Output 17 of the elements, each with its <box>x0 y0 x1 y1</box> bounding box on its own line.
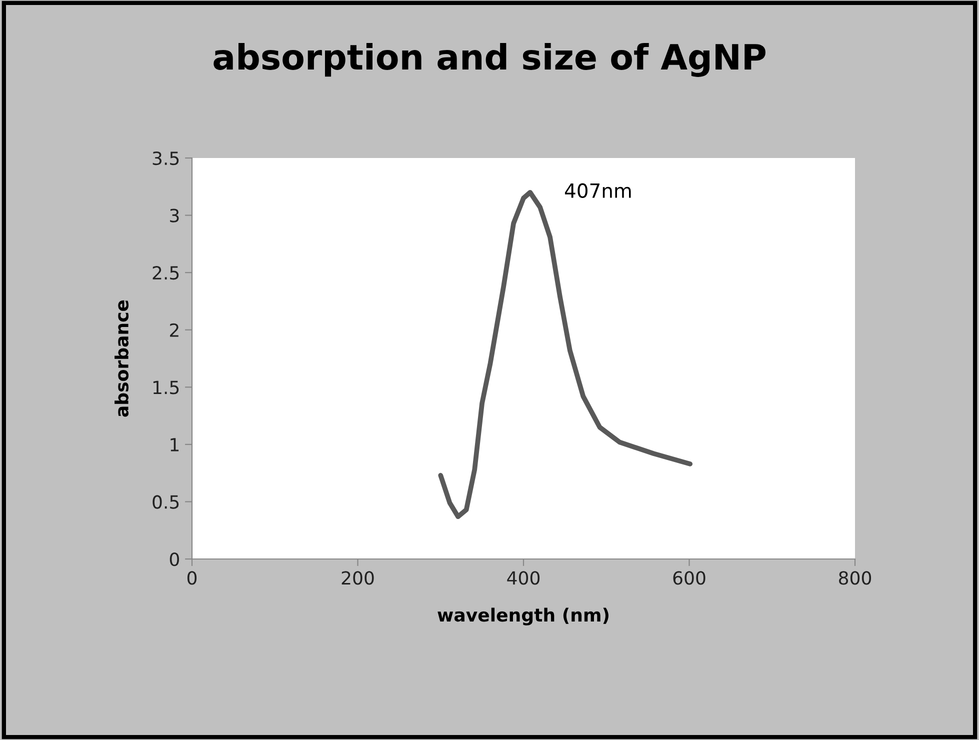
x-axis-title: wavelength (nm) <box>438 608 608 626</box>
y-tick-label: 2 <box>170 323 178 337</box>
y-tick-label: 3.5 <box>152 151 179 166</box>
y-tick-label: 1.5 <box>153 380 179 394</box>
annotation: 407nm <box>564 183 631 198</box>
chart-title: absorption and size of AgNP <box>214 43 766 77</box>
x-tick-label: 0 <box>187 571 197 585</box>
y-tick-label: 3 <box>170 208 179 222</box>
y-axis-title: absorbance <box>114 300 129 417</box>
y-tick-label: 2.5 <box>152 266 179 280</box>
y-tick-label: 1 <box>170 438 179 452</box>
x-tick-label: 600 <box>673 571 706 585</box>
y-tick-label: 0 <box>170 552 179 566</box>
x-tick-label: 200 <box>342 571 374 585</box>
x-tick-label: 800 <box>838 571 872 585</box>
x-tick-label: 400 <box>507 571 540 585</box>
y-tick-label: 0.5 <box>152 495 179 509</box>
